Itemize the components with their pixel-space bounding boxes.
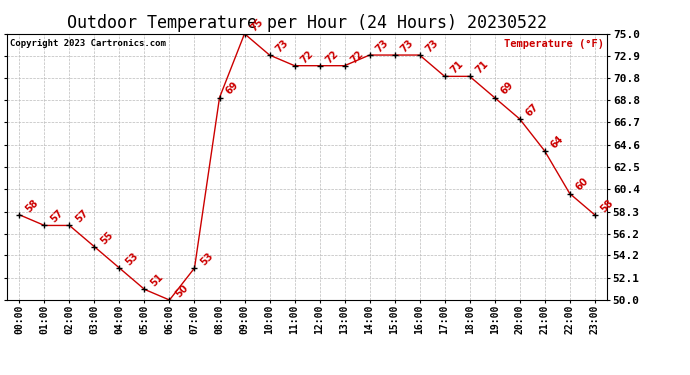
Text: 58: 58: [23, 197, 40, 214]
Text: 53: 53: [124, 251, 140, 267]
Text: 57: 57: [48, 208, 65, 225]
Text: 50: 50: [174, 283, 190, 299]
Text: 71: 71: [474, 59, 491, 76]
Title: Outdoor Temperature per Hour (24 Hours) 20230522: Outdoor Temperature per Hour (24 Hours) …: [67, 14, 547, 32]
Text: 73: 73: [374, 38, 391, 54]
Text: 72: 72: [348, 48, 365, 65]
Text: 73: 73: [424, 38, 440, 54]
Text: 73: 73: [274, 38, 290, 54]
Text: 72: 72: [324, 48, 340, 65]
Text: 72: 72: [299, 48, 315, 65]
Text: 73: 73: [399, 38, 415, 54]
Text: 55: 55: [99, 230, 115, 246]
Text: 69: 69: [224, 80, 240, 97]
Text: Temperature (°F): Temperature (°F): [504, 39, 604, 49]
Text: Copyright 2023 Cartronics.com: Copyright 2023 Cartronics.com: [10, 39, 166, 48]
Text: 60: 60: [574, 176, 591, 193]
Text: 51: 51: [148, 272, 165, 289]
Text: 57: 57: [74, 208, 90, 225]
Text: 75: 75: [248, 16, 265, 33]
Text: 53: 53: [199, 251, 215, 267]
Text: 64: 64: [549, 134, 565, 150]
Text: 71: 71: [448, 59, 465, 76]
Text: 58: 58: [599, 197, 615, 214]
Text: 67: 67: [524, 102, 540, 118]
Text: 69: 69: [499, 80, 515, 97]
